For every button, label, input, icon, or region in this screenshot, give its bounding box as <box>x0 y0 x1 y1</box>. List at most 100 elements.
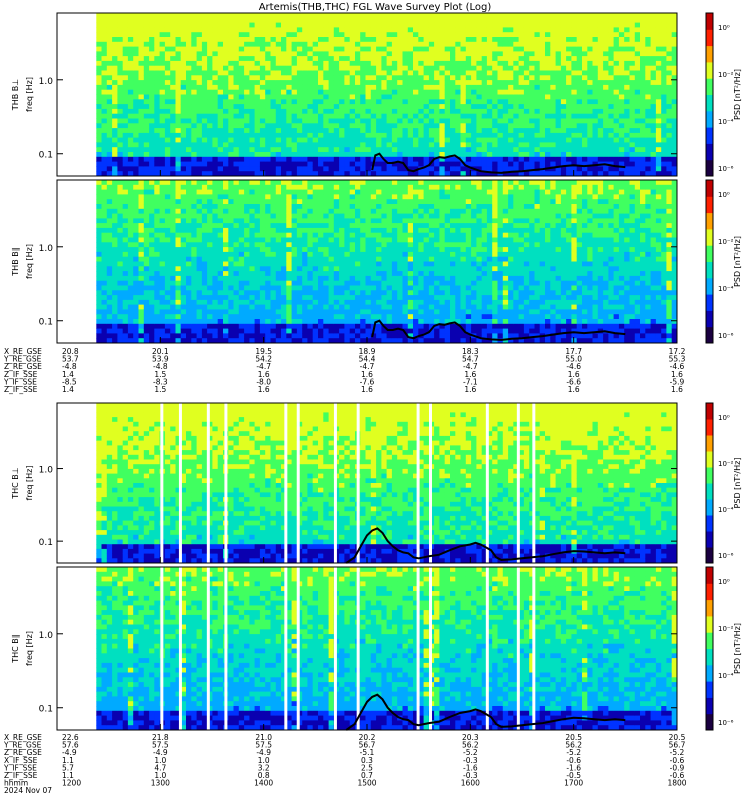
cutoff-trace <box>371 152 626 174</box>
heatmap-cell <box>149 275 155 282</box>
heatmap-cell <box>434 113 440 119</box>
heatmap-cell <box>217 46 224 52</box>
heatmap-cell <box>423 41 430 47</box>
heatmap-cell <box>228 113 234 119</box>
heatmap-cell <box>180 271 187 277</box>
heatmap-cell <box>122 251 129 258</box>
heatmap-cell <box>281 46 287 52</box>
heatmap-cell <box>613 89 620 95</box>
heatmap-cell <box>244 237 250 243</box>
heatmap-cell <box>170 156 176 162</box>
heatmap-cell <box>212 65 219 71</box>
heatmap-cell <box>238 132 245 139</box>
heatmap-cell <box>312 22 319 28</box>
heatmap-cell <box>196 227 203 234</box>
heatmap-cell <box>191 89 197 95</box>
heatmap-cell <box>566 99 572 105</box>
heatmap-cell <box>529 108 535 115</box>
heatmap-cell <box>481 99 488 105</box>
heatmap-cell <box>497 56 504 62</box>
heatmap-cell <box>560 70 567 76</box>
heatmap-cell <box>207 37 213 43</box>
heatmap-cell <box>223 247 229 253</box>
heatmap-cell <box>413 171 419 177</box>
heatmap-cell <box>582 65 588 71</box>
heatmap-cell <box>307 75 314 81</box>
heatmap-cell <box>344 147 351 153</box>
heatmap-cell <box>629 108 636 115</box>
heatmap-cell <box>476 171 483 177</box>
heatmap-cell <box>101 70 108 76</box>
heatmap-cell <box>212 295 219 301</box>
heatmap-cell <box>186 323 192 329</box>
heatmap-cell <box>159 223 166 229</box>
heatmap-cell <box>244 161 250 167</box>
heatmap-cell <box>164 251 171 258</box>
heatmap-cell <box>191 128 197 134</box>
heatmap-cell <box>634 94 641 100</box>
heatmap-cell <box>122 319 129 325</box>
heatmap-cell <box>597 104 604 110</box>
heatmap-cell <box>154 251 160 258</box>
heatmap-cell <box>550 70 556 76</box>
heatmap-cell <box>228 41 234 47</box>
heatmap-cell <box>159 65 166 71</box>
heatmap-cell <box>355 108 361 115</box>
heatmap-cell <box>159 304 166 310</box>
heatmap-cell <box>592 56 599 62</box>
heatmap-cell <box>666 17 673 23</box>
heatmap-cell <box>545 94 551 100</box>
heatmap-cell <box>281 208 287 214</box>
heatmap-cell <box>164 113 171 119</box>
heatmap-cell <box>618 51 625 57</box>
heatmap-cell <box>127 251 134 258</box>
heatmap-cell <box>318 80 324 86</box>
heatmap-cell <box>529 22 535 28</box>
heatmap-cell <box>465 123 472 129</box>
heatmap-cell <box>613 118 620 124</box>
heatmap-cell <box>355 137 361 143</box>
heatmap-cell <box>186 309 192 315</box>
heatmap-cell <box>223 275 229 282</box>
heatmap-cell <box>486 60 493 67</box>
heatmap-cell <box>344 166 351 172</box>
heatmap-cell <box>587 17 593 23</box>
heatmap-cell <box>191 56 197 62</box>
heatmap-cell <box>634 32 641 38</box>
heatmap-cell <box>655 104 662 110</box>
heatmap-cell <box>259 271 266 277</box>
heatmap-cell <box>217 218 224 224</box>
heatmap-cell <box>96 113 102 119</box>
heatmap-cell <box>138 17 145 23</box>
heatmap-cell <box>545 41 551 47</box>
heatmap-cell <box>244 266 250 272</box>
heatmap-cell <box>138 232 145 238</box>
heatmap-cell <box>576 132 583 139</box>
heatmap-cell <box>233 304 240 310</box>
heatmap-cell <box>539 22 546 28</box>
heatmap-cell <box>133 89 139 95</box>
heatmap-cell <box>164 328 171 334</box>
heatmap-cell <box>365 142 372 148</box>
heatmap-cell <box>450 22 456 28</box>
heatmap-cell <box>661 137 667 143</box>
heatmap-cell <box>518 27 525 33</box>
heatmap-cell <box>186 271 192 277</box>
heatmap-cell <box>312 104 319 110</box>
heatmap-cell <box>106 218 113 224</box>
heatmap-cell <box>212 208 219 214</box>
heatmap-cell <box>571 108 578 115</box>
heatmap-cell <box>244 285 250 291</box>
heatmap-cell <box>149 118 155 124</box>
heatmap-cell <box>671 113 678 119</box>
heatmap-cell <box>159 180 166 186</box>
heatmap-cell <box>460 104 467 110</box>
heatmap-cell <box>624 156 630 162</box>
heatmap-cell <box>391 128 398 134</box>
heatmap-cell <box>112 22 118 28</box>
heatmap-cell <box>217 113 224 119</box>
heatmap-cell <box>101 184 108 190</box>
heatmap-cell <box>159 118 166 124</box>
heatmap-cell <box>286 41 292 47</box>
heatmap-cell <box>618 56 625 62</box>
